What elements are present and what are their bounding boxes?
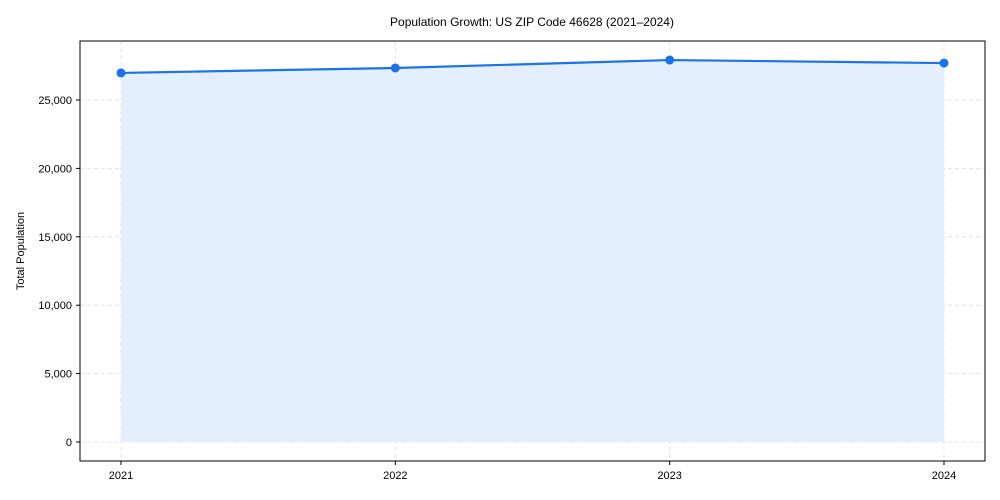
y-tick-label: 20,000 (38, 163, 72, 175)
y-tick-label: 5,000 (44, 369, 72, 381)
y-axis-ticks: 0 5,000 10,000 15,000 20,000 25,000 (38, 95, 80, 449)
y-tick-label: 10,000 (38, 300, 72, 312)
data-point-marker (939, 58, 949, 68)
data-point-marker (665, 55, 675, 65)
x-tick-label: 2022 (383, 470, 407, 482)
plot-frame (79, 40, 986, 462)
x-tick-label: 2021 (109, 470, 133, 482)
y-tick-label: 0 (66, 437, 72, 449)
x-axis-ticks: 2021 2022 2023 2024 (109, 461, 956, 482)
area-fill (121, 60, 944, 442)
data-point-marker (390, 63, 400, 73)
data-point-marker (116, 68, 126, 78)
x-tick-label: 2023 (657, 470, 681, 482)
x-tick-label: 2024 (932, 470, 956, 482)
data-line (120, 58, 945, 75)
y-tick-label: 25,000 (38, 95, 72, 107)
data-points (116, 55, 949, 78)
y-axis-label: Total Population (15, 212, 27, 290)
chart-title: Population Growth: US ZIP Code 46628 (20… (390, 15, 674, 29)
y-tick-label: 15,000 (38, 232, 72, 244)
